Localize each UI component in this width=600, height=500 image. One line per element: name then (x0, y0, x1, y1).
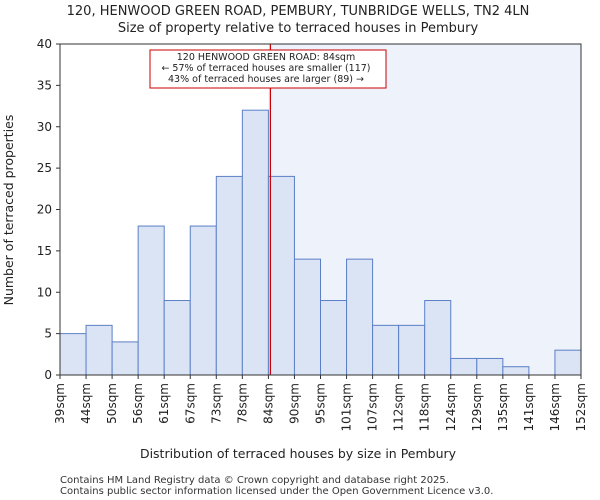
bar-78sqm (241, 109, 269, 376)
x-axis: 39sqm 44sqm 50sqm 56sqm 61sqm 67sqm 73sqm 78sqm… (53, 375, 588, 431)
x-tick-label: 95sqm (314, 383, 328, 424)
annotation-border (149, 49, 387, 89)
x-tick-label: 50sqm (105, 383, 119, 424)
bar-124sqm (450, 357, 478, 376)
x-tick-label: 101sqm (340, 383, 354, 431)
y-tick-label: 0 (44, 368, 52, 382)
bar-146sqm (554, 349, 582, 376)
x-tick-label: 39sqm (53, 383, 67, 424)
x-tick-label: 135sqm (496, 383, 510, 431)
x-tick-label: 56sqm (131, 383, 145, 424)
bar-118sqm (424, 300, 452, 376)
y-tick-label: 5 (44, 327, 52, 341)
bar-67sqm (189, 225, 217, 376)
x-axis-label: Distribution of terraced houses by size … (140, 446, 457, 461)
x-tick-label: 73sqm (209, 383, 223, 424)
annotation-line-2: ← 57% of terraced houses are smaller (11… (161, 63, 370, 74)
bar-90sqm (293, 258, 322, 376)
x-tick-label: 44sqm (79, 383, 93, 424)
x-tick-label: 90sqm (287, 383, 301, 424)
y-tick-label: 35 (37, 78, 52, 92)
y-tick-label: 30 (37, 120, 52, 134)
x-tick-label: 129sqm (470, 383, 484, 431)
x-tick-label: 84sqm (261, 383, 275, 424)
x-tick-label: 118sqm (418, 383, 432, 431)
bar-107sqm (372, 324, 400, 376)
y-tick-label: 10 (37, 285, 52, 299)
bar-44sqm (85, 324, 113, 376)
y-axis: 0 5 10 15 20 25 30 35 40 (37, 37, 60, 382)
bar-73sqm (215, 175, 243, 376)
bar-95sqm (320, 300, 348, 376)
annotation-line-1: 120 HENWOOD GREEN ROAD: 84sqm (177, 52, 355, 63)
x-tick-label: 124sqm (444, 383, 458, 431)
bar-61sqm (163, 300, 191, 376)
x-tick-label: 146sqm (548, 383, 562, 431)
bars (59, 109, 582, 376)
chart-subtitle: Size of property relative to terraced ho… (118, 21, 479, 36)
x-tick-label: 107sqm (366, 383, 380, 431)
x-tick-label: 112sqm (392, 383, 406, 431)
bar-135sqm (502, 366, 530, 376)
chart-title: 120, HENWOOD GREEN ROAD, PEMBURY, TUNBRI… (67, 4, 530, 19)
bar-129sqm (476, 357, 504, 376)
bar-50sqm (111, 341, 139, 376)
y-axis-label: Number of terraced properties (1, 115, 16, 306)
bar-39sqm (59, 333, 87, 376)
bar-101sqm (346, 258, 374, 376)
x-tick-label: 141sqm (522, 383, 536, 431)
y-tick-label: 25 (37, 161, 52, 175)
x-tick-label: 78sqm (235, 383, 249, 424)
y-tick-label: 40 (37, 37, 52, 51)
bar-56sqm (137, 225, 165, 376)
x-tick-label: 152sqm (574, 383, 588, 431)
y-tick-label: 15 (37, 244, 52, 258)
x-tick-label: 67sqm (183, 383, 197, 424)
bar-84sqm (267, 175, 295, 376)
footer-line-1: Contains HM Land Registry data © Crown c… (60, 475, 449, 486)
footer-line-2: Contains public sector information licen… (60, 486, 493, 497)
bar-112sqm (398, 324, 426, 376)
annotation-box: 120 HENWOOD GREEN ROAD: 84sqm ← 57% of t… (149, 49, 387, 89)
annotation-line-3: 43% of terraced houses are larger (89) → (168, 74, 364, 85)
y-tick-label: 20 (37, 203, 52, 217)
x-tick-label: 61sqm (157, 383, 171, 424)
